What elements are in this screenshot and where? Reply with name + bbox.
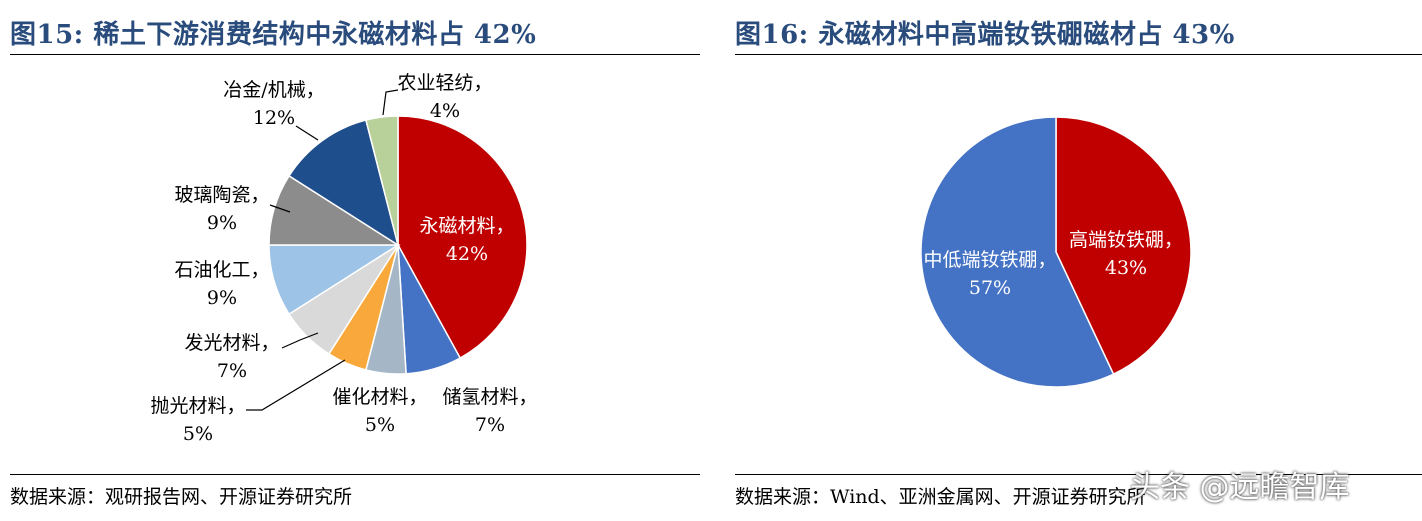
pie-labels: 高端钕铁硼， 43% 中低端钕铁硼， 57%	[923, 229, 1183, 299]
right-pie-chart: 高端钕铁硼， 43% 中低端钕铁硼， 57%	[920, 116, 1192, 388]
left-top-rule	[10, 54, 700, 55]
pie-slice-8	[365, 115, 399, 246]
right-bottom-rule	[735, 474, 1422, 475]
leader-line	[246, 359, 346, 411]
right-figure-panel: 图16: 永磁材料中高端钕铁硼磁材占 43% 高端钕铁硼， 43% 中低端钕铁硼， 5…	[735, 0, 1422, 521]
slice-name-label: 永磁材料，	[419, 215, 514, 237]
slice-value-label: 5%	[365, 414, 395, 436]
slice-name-label: 农业轻纺，	[397, 72, 492, 94]
right-figure-title: 图16: 永磁材料中高端钕铁硼磁材占 43%	[735, 20, 1235, 50]
slice-name-label: 中低端钕铁硼，	[923, 249, 1056, 271]
slice-value-label: 4%	[430, 100, 460, 122]
pie-slices	[268, 115, 528, 375]
slice-value-label: 57%	[969, 277, 1011, 299]
slice-value-label: 9%	[207, 287, 237, 309]
leader-line	[295, 125, 319, 141]
left-pie-chart: 永磁材料， 42% 储氢材料， 7% 催化材料， 5% 抛光材料， 5% 发光材料， 7% 石油化工…	[150, 72, 537, 445]
pie-slice-0	[397, 115, 528, 360]
slice-value-label: 9%	[207, 212, 237, 234]
slice-name-label: 抛光材料，	[150, 395, 245, 417]
left-figure-panel: 图15: 稀土下游消费结构中永磁材料占 42% 永磁材料， 42% 储氢材料， 7% 催…	[0, 0, 700, 521]
slice-name-label: 玻璃陶瓷，	[174, 184, 269, 206]
slice-name-label: 高端钕铁硼，	[1069, 229, 1183, 251]
right-source-note: 数据来源：Wind、亚洲金属网、开源证券研究所	[735, 486, 1146, 508]
slice-value-label: 43%	[1105, 257, 1147, 279]
pie-slices	[920, 116, 1192, 388]
slice-value-label: 7%	[475, 414, 505, 436]
slice-name-label: 发光材料，	[184, 332, 279, 354]
slice-name-label: 冶金/机械，	[223, 79, 324, 101]
slice-value-label: 7%	[217, 360, 247, 382]
slice-name-label: 储氢材料，	[442, 386, 537, 408]
slice-value-label: 5%	[183, 423, 213, 445]
right-top-rule	[735, 54, 1422, 55]
pie-labels: 永磁材料， 42% 储氢材料， 7% 催化材料， 5% 抛光材料， 5% 发光材料， 7% 石油化工…	[150, 72, 537, 445]
pie-slice-7	[288, 119, 400, 247]
slice-value-label: 12%	[253, 107, 295, 129]
left-source-note: 数据来源：观研报告网、开源证券研究所	[10, 486, 353, 508]
pie-slice-0	[1055, 116, 1192, 376]
slice-name-label: 石油化工，	[174, 259, 269, 281]
slice-value-label: 42%	[446, 243, 488, 265]
pie-slice-1	[920, 116, 1115, 388]
watermark-text: 头条 @远瞻智库	[1130, 470, 1350, 505]
left-bottom-rule	[10, 474, 700, 475]
slice-name-label: 催化材料，	[332, 386, 427, 408]
left-figure-title: 图15: 稀土下游消费结构中永磁材料占 42%	[10, 20, 537, 50]
leader-line	[281, 332, 319, 349]
leader-line	[269, 204, 291, 213]
leader-line	[382, 89, 399, 116]
